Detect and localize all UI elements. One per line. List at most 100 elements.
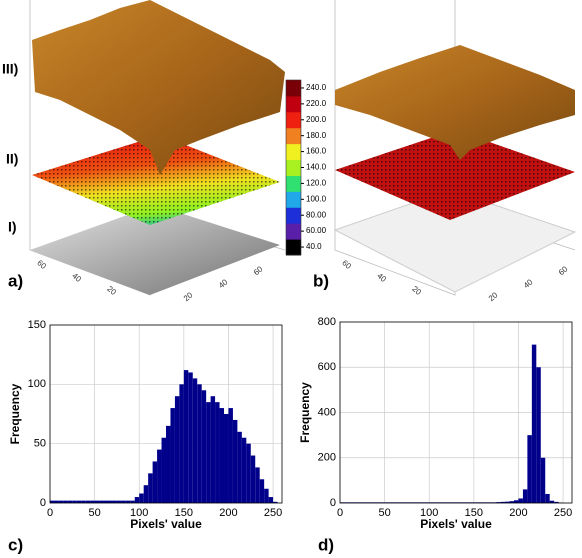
base-tick: 60 [252, 264, 265, 277]
base-tick: 20 [410, 284, 423, 297]
bar [50, 500, 55, 503]
colorbar-label: 160.0 [306, 147, 327, 156]
y-tick-label: 400 [318, 406, 336, 418]
bar [166, 425, 171, 503]
bar [273, 501, 278, 503]
bar [259, 479, 265, 503]
bar [219, 408, 224, 503]
bar [514, 500, 519, 503]
colorbar-segment [286, 175, 301, 192]
bar [237, 431, 242, 503]
bar [125, 500, 131, 503]
bar [496, 502, 501, 503]
y-tick-label: 0 [40, 497, 46, 509]
bar [505, 501, 510, 503]
base-tick: 20 [487, 290, 500, 303]
bar [85, 500, 91, 503]
bar [500, 501, 506, 503]
bar [192, 378, 198, 503]
bar [522, 489, 528, 503]
bar [103, 500, 108, 503]
x-tick-label: 200 [219, 507, 237, 519]
bar [179, 384, 184, 503]
x-tick-label: 0 [47, 507, 53, 519]
bar [72, 500, 77, 503]
base-tick: 40 [375, 271, 388, 284]
x-tick-label: 200 [509, 507, 527, 519]
x-axis-label: Pixels' value [420, 517, 492, 531]
bar [518, 498, 523, 503]
bar [264, 488, 269, 503]
panel-label: d) [318, 535, 334, 554]
bar [232, 419, 238, 503]
y-tick-label: 50 [34, 438, 46, 450]
y-axis-label: Frequency [298, 382, 312, 443]
bar [112, 500, 117, 503]
x-tick-label: 150 [465, 507, 483, 519]
y-tick-label: 200 [318, 452, 336, 464]
x-axis-label: Pixels' value [130, 517, 202, 531]
bar [94, 500, 100, 503]
bar [531, 344, 537, 503]
y-tick-label: 600 [318, 361, 336, 373]
base-tick: 40 [70, 271, 83, 284]
base-tick: 40 [522, 277, 535, 290]
bar [215, 402, 220, 503]
colorbar-label: 120.0 [306, 179, 327, 188]
bar [139, 493, 144, 503]
bar [246, 443, 251, 503]
x-tick-label: 150 [175, 507, 193, 519]
bar [152, 461, 158, 503]
y-tick-label: 800 [318, 316, 336, 328]
bar [188, 372, 193, 503]
colorbar-label: 180.0 [306, 131, 327, 140]
x-tick-label: 50 [378, 507, 390, 519]
bar [224, 414, 229, 503]
colorbar-segment [286, 127, 301, 145]
panel-label: c) [8, 535, 23, 554]
bar [241, 437, 247, 503]
base-tick: 20 [105, 284, 118, 297]
colorbar-label: 200.0 [306, 115, 327, 124]
bar [134, 497, 140, 503]
bar [108, 500, 113, 503]
plot-frame [49, 324, 283, 504]
bar [116, 500, 122, 503]
colorbar-segment [286, 191, 301, 208]
layer-label: III) [2, 61, 18, 77]
colorbar-segment [286, 239, 301, 256]
y-axis-label: Frequency [8, 383, 22, 444]
colorbar-segment [286, 223, 301, 240]
bar [157, 449, 162, 503]
colorbar-label: 240.0 [306, 83, 327, 92]
panel-label: a) [8, 271, 23, 290]
plot-frame [339, 321, 573, 504]
x-tick-label: 250 [554, 507, 572, 519]
colorbar-segment [286, 207, 301, 224]
base-tick: 40 [217, 277, 230, 290]
bar [201, 390, 207, 503]
bar [206, 402, 211, 503]
panel-label: b) [313, 271, 329, 290]
bar [161, 437, 166, 503]
base-tick: 20 [182, 290, 195, 303]
bar [210, 396, 216, 503]
colorbar-segment [286, 95, 301, 113]
bar [174, 396, 180, 503]
bar [148, 473, 153, 503]
bar [143, 485, 149, 503]
bar [76, 500, 82, 503]
bar [58, 500, 64, 503]
bar [536, 367, 541, 503]
bar [554, 501, 559, 503]
colorbar-segment [286, 80, 301, 97]
bar [228, 408, 233, 503]
layer-label: II) [6, 151, 18, 167]
bar [183, 370, 189, 503]
y-tick-label: 100 [28, 378, 46, 390]
y-tick-label: 0 [330, 497, 336, 509]
layer-label: I) [8, 219, 17, 235]
colorbar-label: 40.0 [306, 242, 322, 251]
colorbar-label: 100.0 [306, 194, 327, 203]
